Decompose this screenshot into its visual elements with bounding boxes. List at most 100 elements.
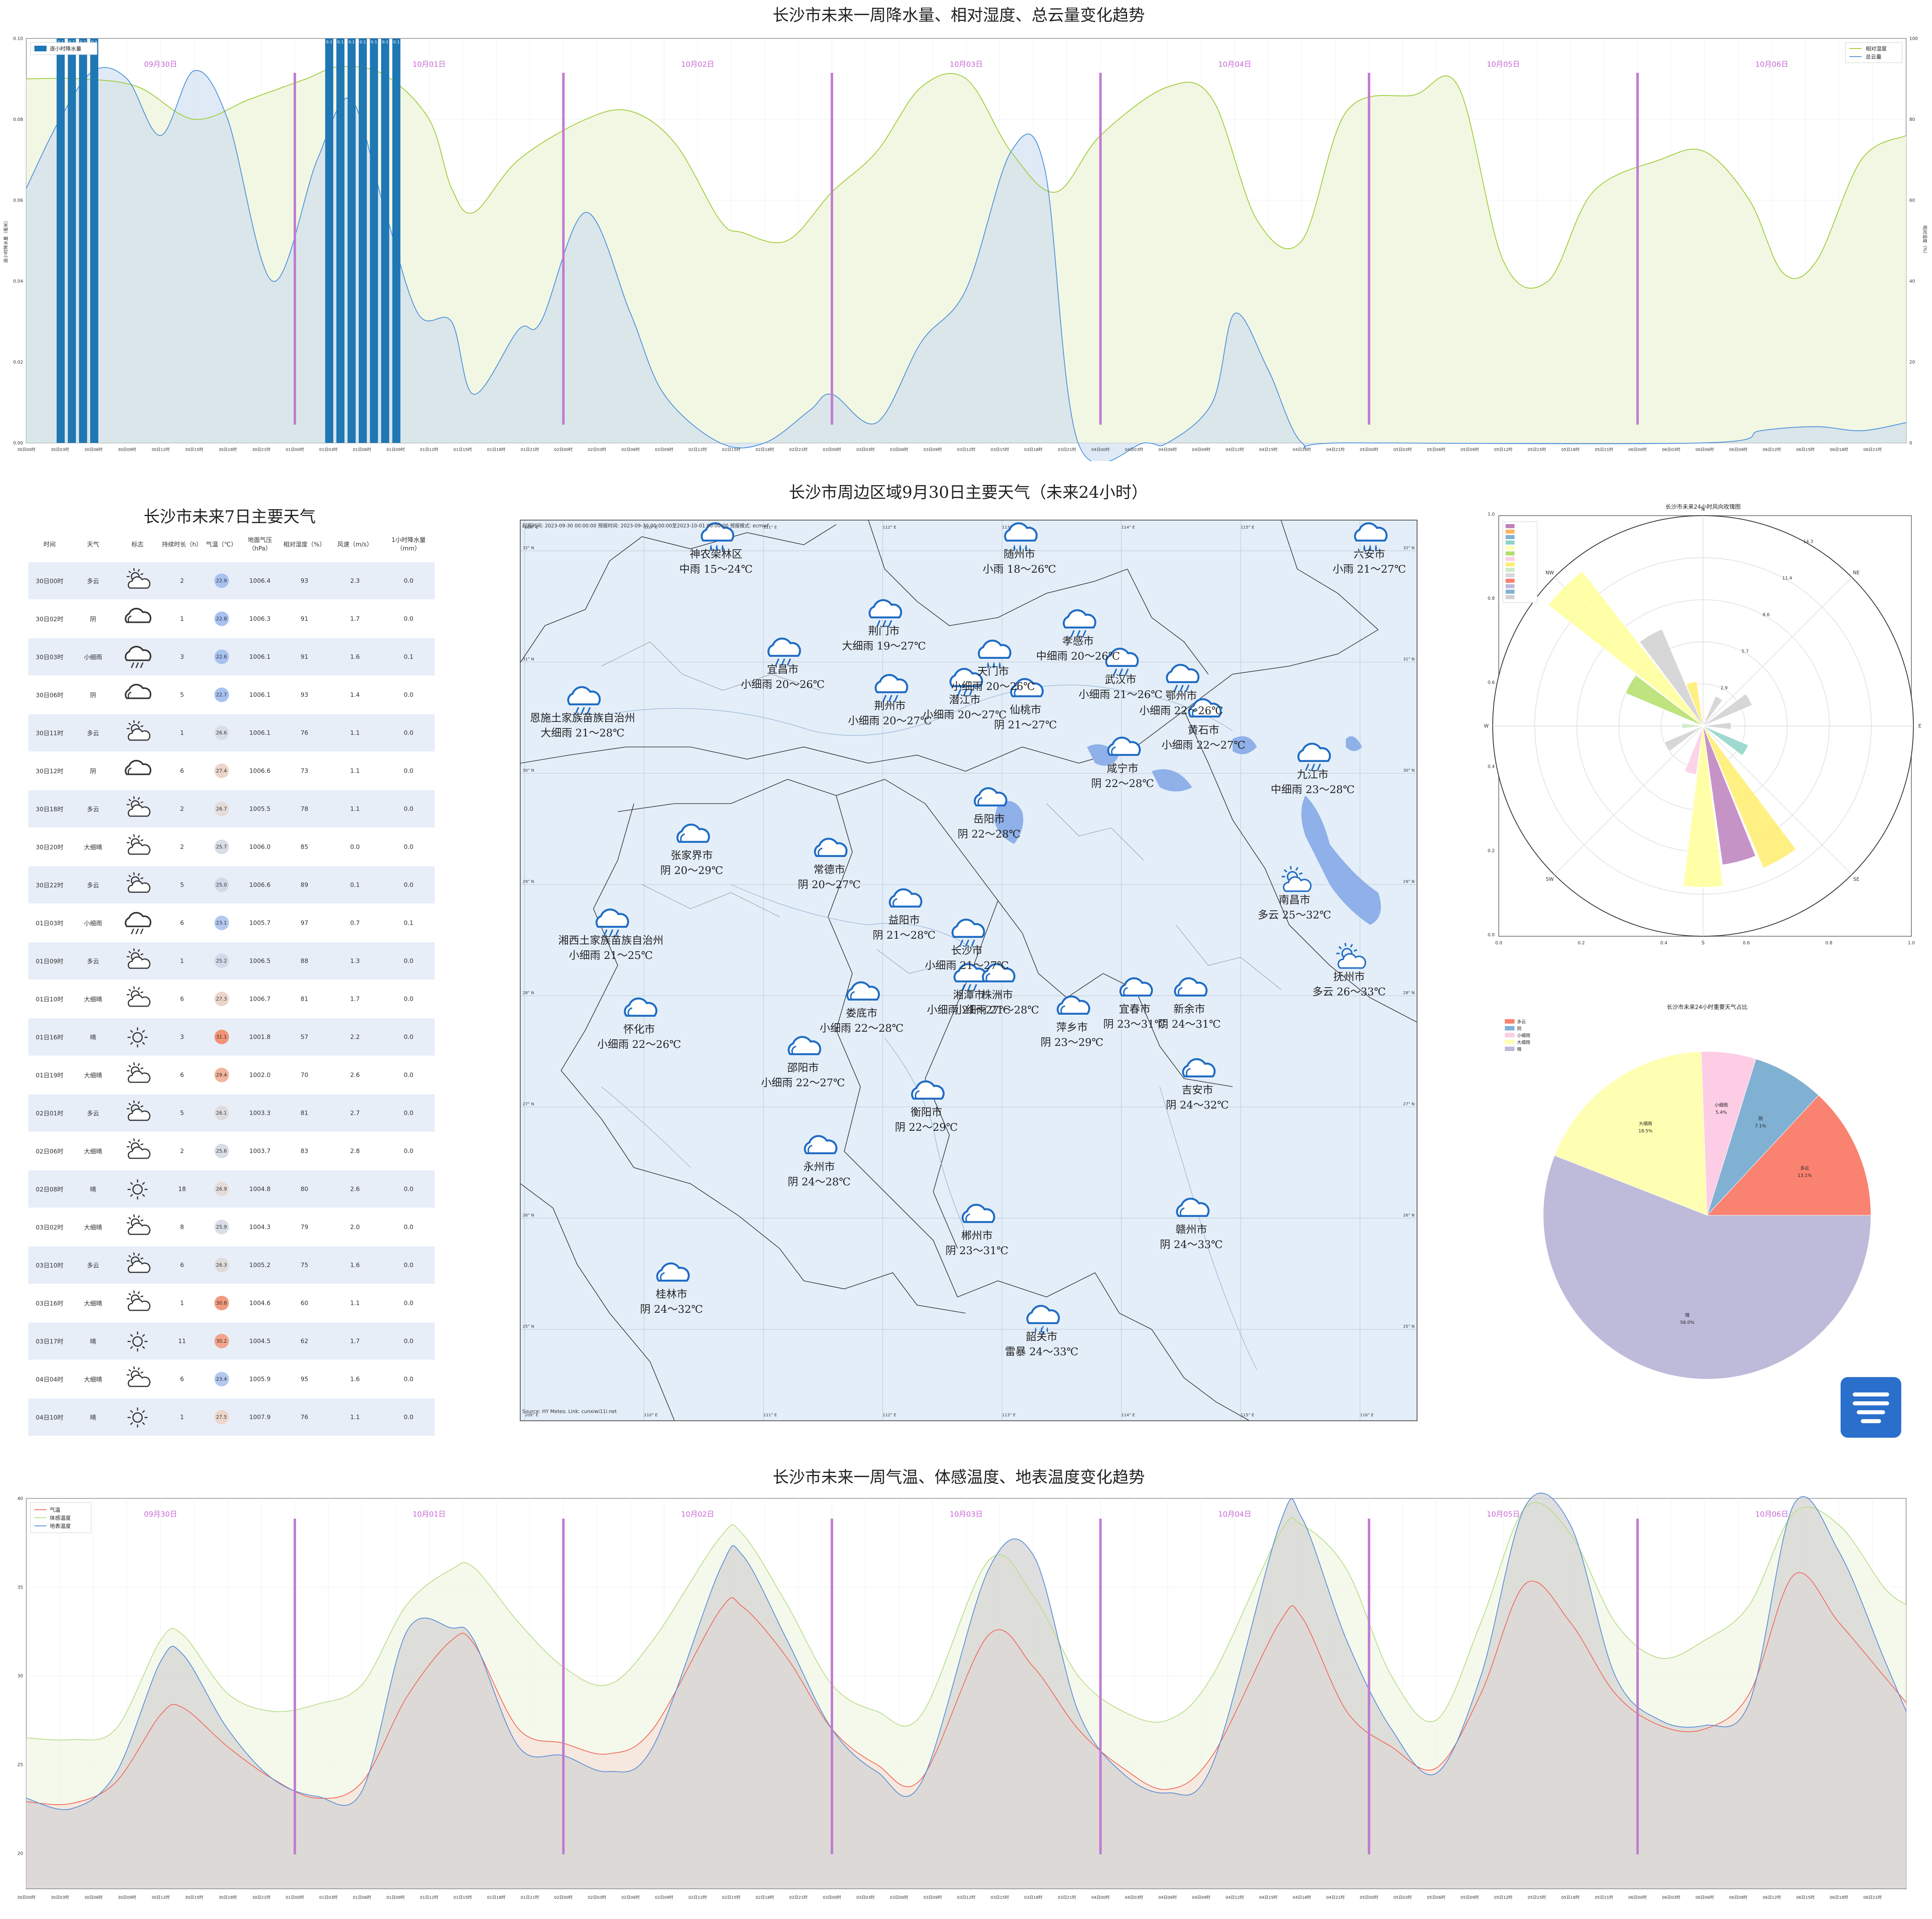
city-label[interactable]: 仙桃市阴 21～27℃ bbox=[994, 702, 1057, 732]
city-label[interactable]: 武汉市 小细雨 21～26℃ bbox=[1078, 671, 1163, 701]
x-tick-label: 03日15时 bbox=[991, 1895, 1009, 1900]
city-label[interactable]: 吉安市阴 24～32℃ bbox=[1166, 1082, 1229, 1112]
city-weather: 小细雨 22～27℃ bbox=[1161, 739, 1246, 751]
drizzle-icon bbox=[115, 642, 160, 672]
x-tick-label: 30日21时 bbox=[252, 1895, 270, 1900]
city-label[interactable]: 常德市阴 20～27℃ bbox=[798, 861, 861, 891]
city-label[interactable]: 南昌市 多云 25～32℃ bbox=[1258, 892, 1331, 922]
city-weather: 阴 24～32℃ bbox=[1166, 1099, 1229, 1111]
city-label[interactable]: 桂林市阴 24～32℃ bbox=[640, 1286, 703, 1316]
city-label[interactable]: 益阳市阴 21～28℃ bbox=[873, 912, 936, 942]
lat-label: 26° N bbox=[523, 1213, 534, 1218]
table-cell-dur: 5 bbox=[180, 691, 184, 698]
province-boundary bbox=[803, 1272, 966, 1314]
city-label[interactable]: 随州市 小雨 18～26℃ bbox=[983, 546, 1056, 576]
menu-button[interactable] bbox=[1841, 1377, 1901, 1438]
city-label[interactable]: 黄石市 小细雨 22～27℃ bbox=[1161, 722, 1246, 752]
table-cell-rain: 0.0 bbox=[404, 1261, 413, 1269]
city-weather: 多云 26～33℃ bbox=[1312, 986, 1386, 998]
map-title: 长沙市周边区域9月30日主要天气（未来24小时） bbox=[789, 483, 1148, 502]
cloud-shape bbox=[1176, 1198, 1210, 1217]
city-label[interactable]: 天门市 小细雨 20～26℃ bbox=[951, 663, 1035, 693]
rose-spoke bbox=[1703, 577, 1852, 726]
table-cell-wind: 2.6 bbox=[350, 1071, 360, 1079]
city-label[interactable]: 恩施土家族苗族自治州 大细雨 21～28℃ bbox=[530, 710, 635, 740]
river bbox=[884, 1038, 966, 1233]
table-title: 长沙市未来7日主要天气 bbox=[144, 508, 316, 526]
city-label[interactable]: 九江市 中细雨 23～28℃ bbox=[1271, 766, 1355, 796]
city-label[interactable]: 神农架林区 中雨 15～24℃ bbox=[679, 546, 753, 576]
city-label[interactable]: 郴州市阴 23～31℃ bbox=[945, 1227, 1008, 1257]
city-label[interactable]: 潜江市 小细雨 20～27℃ bbox=[923, 692, 1007, 721]
drizzle-line bbox=[882, 620, 887, 628]
legend-label: 地表温度 bbox=[50, 1523, 71, 1530]
y-tick-label: 0.00 bbox=[13, 440, 23, 446]
city-label[interactable]: 怀化市 小细雨 22～26℃ bbox=[597, 1021, 681, 1051]
city-label[interactable]: 娄底市 小细雨 22～28℃ bbox=[820, 1005, 904, 1035]
sun-ray bbox=[140, 1219, 144, 1222]
pie-slice bbox=[1706, 1095, 1871, 1216]
lon-label: 116° E bbox=[1360, 1413, 1374, 1418]
city-label[interactable]: 株洲市 小细雨 21～28℃ bbox=[955, 987, 1039, 1017]
table-cell-rain: 0.0 bbox=[404, 1375, 413, 1383]
city-label[interactable]: 宜春市阴 23～31℃ bbox=[1103, 1001, 1166, 1031]
table-cell-wind: 2.2 bbox=[350, 1033, 360, 1041]
table-cell-wx: 小细雨 bbox=[84, 653, 102, 661]
city-label[interactable]: 宜昌市 小细雨 20～26℃ bbox=[741, 661, 825, 691]
day-label: 10月05日 bbox=[1487, 1510, 1520, 1519]
city-label[interactable]: 咸宁市阴 22～28℃ bbox=[1091, 760, 1154, 790]
cloud-shape bbox=[1166, 664, 1200, 683]
city-label[interactable]: 永州市阴 24～28℃ bbox=[788, 1159, 851, 1189]
drizzle-icon bbox=[1166, 664, 1200, 692]
city-label[interactable]: 岳阳市阴 22～28℃ bbox=[958, 811, 1021, 841]
table-cell-temp: 27.3 bbox=[204, 992, 239, 1006]
city-label[interactable]: 张家界市阴 20～29℃ bbox=[660, 847, 723, 877]
x-tick-label: 05日00时 bbox=[1360, 447, 1378, 452]
rose-direction-label: SE bbox=[1853, 876, 1859, 882]
table-cell-time: 04日10时 bbox=[36, 1413, 64, 1421]
table-cell-time: 02日06时 bbox=[36, 1147, 64, 1155]
table-cell-temp: 30.8 bbox=[204, 1296, 239, 1310]
city-label[interactable]: 六安市 小雨 21～27℃ bbox=[1332, 546, 1406, 576]
city-label[interactable]: 韶关市 雷暴 24～33℃ bbox=[1005, 1329, 1078, 1358]
table-cell-rain: 0.0 bbox=[404, 1147, 413, 1155]
city-name: 仙桃市 bbox=[1009, 704, 1041, 716]
cloud-shape bbox=[1174, 977, 1208, 997]
city-label[interactable]: 长沙市 小细雨 21～27℃ bbox=[925, 942, 1009, 972]
city-label[interactable]: 孝感市 中细雨 20～26℃ bbox=[1036, 633, 1120, 663]
table-cell-wx: 大细晴 bbox=[84, 1147, 102, 1155]
city-label[interactable]: 湘西土家族苗族自治州 小细雨 21～25℃ bbox=[558, 932, 663, 962]
x-tick-label: 30日15时 bbox=[185, 447, 203, 452]
lake-poyang bbox=[1301, 796, 1381, 925]
province-boundary bbox=[1281, 520, 1379, 630]
city-label[interactable]: 新余市阴 24～31℃ bbox=[1158, 1001, 1221, 1031]
rose-x-tick: 0.2 bbox=[1578, 940, 1585, 946]
city-label[interactable]: 荆州市 小细雨 20～27℃ bbox=[848, 698, 932, 728]
drizzle-line bbox=[888, 695, 893, 702]
drizzle-line bbox=[1305, 764, 1309, 771]
city-label[interactable]: 湘潭市 小细雨 21～27℃ bbox=[927, 987, 1011, 1017]
x-tick-label: 04日06时 bbox=[1159, 1895, 1177, 1900]
drizzle-line bbox=[775, 658, 780, 666]
city-label[interactable]: 衡阳市阴 22～29℃ bbox=[895, 1104, 958, 1134]
legend-label: 气温 bbox=[50, 1507, 60, 1513]
city-label[interactable]: 荆门市 大细雨 19～27℃ bbox=[842, 623, 926, 653]
table-cell-dur: 2 bbox=[180, 1147, 184, 1155]
city-label[interactable]: 邵阳市 小细雨 22～27℃ bbox=[761, 1060, 845, 1090]
city-label[interactable]: 赣州市阴 24～33℃ bbox=[1160, 1221, 1223, 1251]
table-cell-temp: 22.9 bbox=[204, 573, 239, 588]
city-label[interactable]: 鄂州市 小细雨 22～26℃ bbox=[1139, 688, 1223, 717]
city-label[interactable]: 萍乡市阴 23～29℃ bbox=[1040, 1019, 1104, 1049]
rose-sector bbox=[1703, 726, 1749, 756]
series-area bbox=[26, 1493, 1906, 1889]
cloud-shape bbox=[1010, 678, 1044, 698]
weather-map[interactable]: 109° E 109° E 110° E 110° E 111° E 111° E 112°… bbox=[520, 520, 1417, 1421]
table-cell-hum: 83 bbox=[300, 1147, 309, 1155]
city-label[interactable]: 抚州市 多云 26～33℃ bbox=[1312, 969, 1386, 999]
x-tick-label: 04日06时 bbox=[1159, 447, 1177, 452]
drizzle-icon bbox=[949, 668, 983, 696]
table-cell-dur: 6 bbox=[180, 995, 184, 1003]
city-weather: 阴 24～28℃ bbox=[788, 1176, 851, 1188]
sun-ray bbox=[128, 723, 131, 726]
